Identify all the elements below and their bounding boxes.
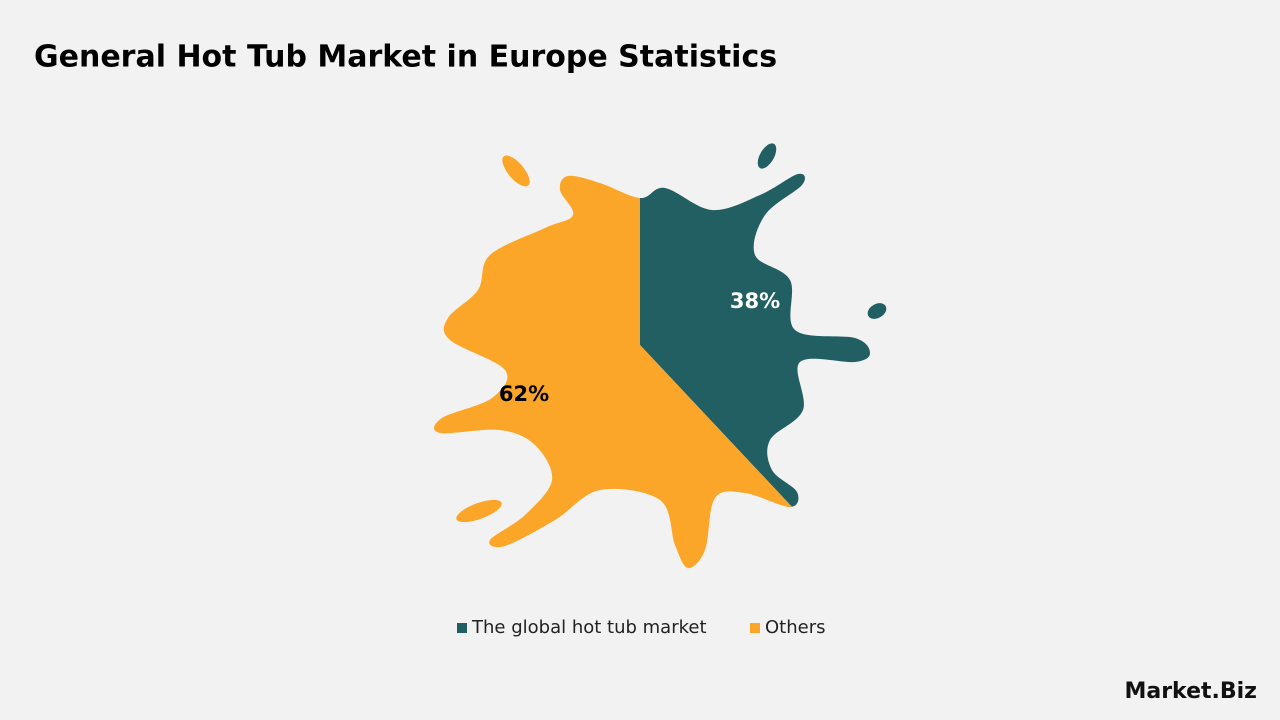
legend-swatch (457, 623, 467, 633)
brand-logo: Market.Biz (1124, 679, 1257, 704)
legend-label: Others (765, 617, 826, 638)
chart-title: General Hot Tub Market in Europe Statist… (34, 40, 777, 75)
data-label: 62% (499, 382, 549, 406)
legend-swatch (750, 623, 760, 633)
legend-label: The global hot tub market (471, 617, 707, 638)
data-label: 38% (730, 289, 780, 313)
